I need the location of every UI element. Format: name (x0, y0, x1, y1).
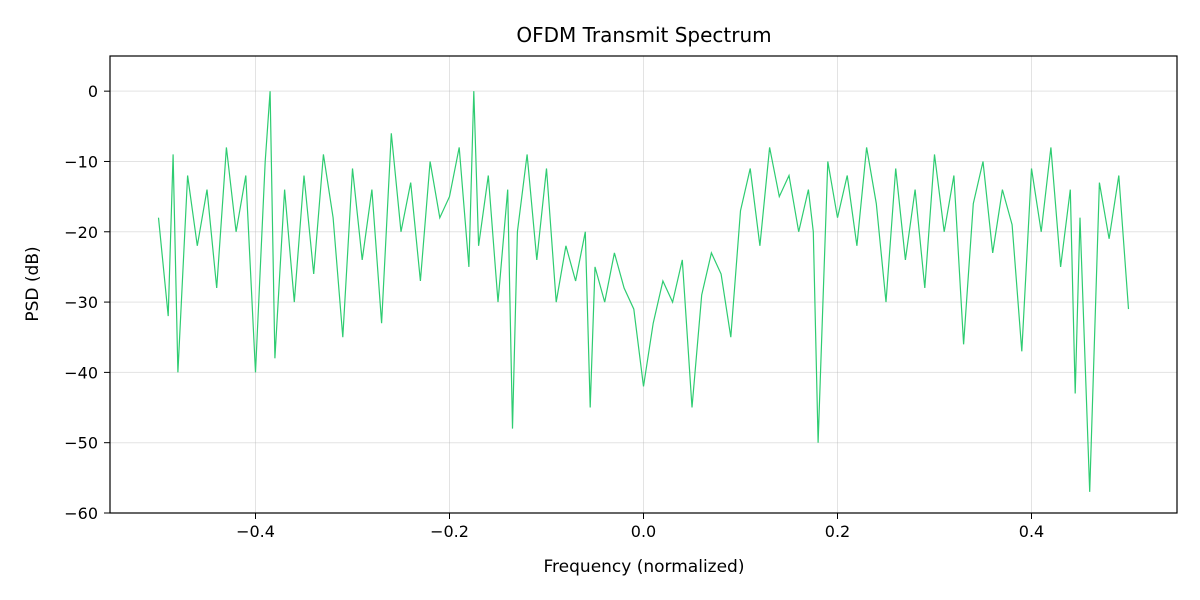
y-tick-label: −10 (64, 152, 98, 171)
x-tick-label: −0.4 (236, 522, 275, 541)
x-axis-ticks: −0.4 −0.2 0.0 0.2 0.4 (236, 513, 1044, 541)
chart-title: OFDM Transmit Spectrum (516, 23, 771, 47)
x-axis-label: Frequency (normalized) (544, 557, 745, 577)
series-line (157, 91, 1130, 492)
x-tick-label: 0.4 (1019, 522, 1044, 541)
y-tick-label: −40 (64, 363, 98, 382)
x-tick-label: −0.2 (430, 522, 469, 541)
y-tick-label: 0 (88, 82, 98, 101)
x-tick-label: 0.2 (825, 522, 850, 541)
x-tick-label: 0.0 (631, 522, 656, 541)
y-tick-label: −20 (64, 223, 98, 242)
y-axis-ticks: 0 −10 −20 −30 −40 −50 −60 (64, 82, 110, 523)
y-tick-label: −50 (64, 434, 98, 453)
y-tick-label: −60 (64, 504, 98, 523)
y-tick-label: −30 (64, 293, 98, 312)
y-axis-label: PSD (dB) (23, 246, 43, 321)
